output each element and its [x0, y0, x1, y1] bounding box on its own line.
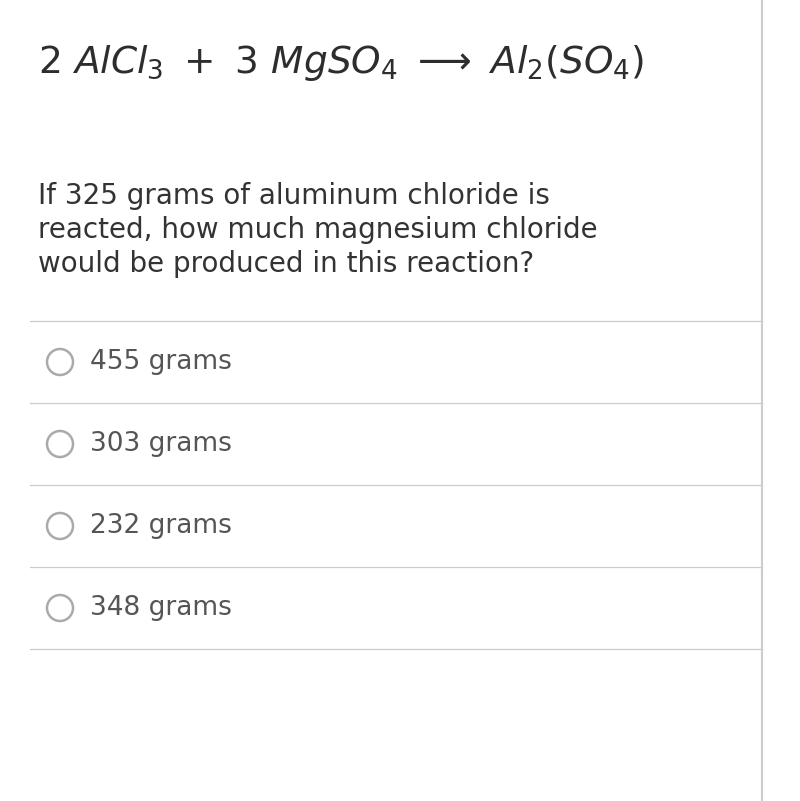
Text: 348 grams: 348 grams: [90, 595, 232, 621]
Text: $2\ \mathit{AlCl}_3\ +\ 3\ \mathit{MgSO}_4\ \longrightarrow\ \mathit{Al}_2(\math: $2\ \mathit{AlCl}_3\ +\ 3\ \mathit{MgSO}…: [38, 43, 644, 83]
Text: would be produced in this reaction?: would be produced in this reaction?: [38, 250, 534, 278]
Text: 232 grams: 232 grams: [90, 513, 232, 539]
Text: 455 grams: 455 grams: [90, 349, 232, 375]
Text: reacted, how much magnesium chloride: reacted, how much magnesium chloride: [38, 216, 598, 244]
Text: 303 grams: 303 grams: [90, 431, 232, 457]
Text: If 325 grams of aluminum chloride is: If 325 grams of aluminum chloride is: [38, 182, 550, 210]
